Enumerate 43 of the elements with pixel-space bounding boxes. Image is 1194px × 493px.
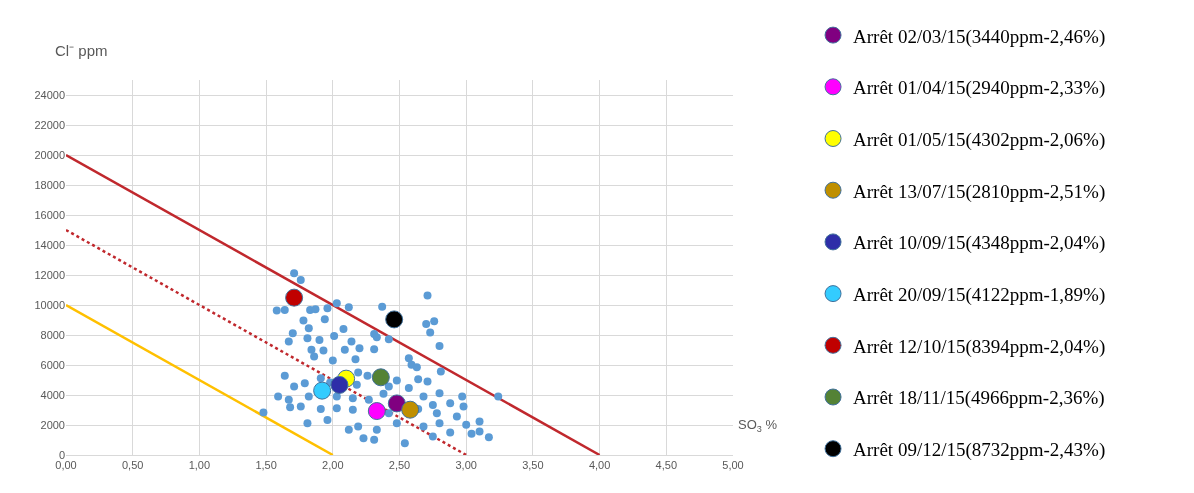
x-tick-label: 4,50 bbox=[655, 459, 678, 472]
legend-label: Arrêt 02/03/15(3440ppm-2,46%) bbox=[853, 25, 1106, 48]
x-tick-label: 0,00 bbox=[55, 459, 77, 472]
point bbox=[285, 288, 304, 307]
point bbox=[387, 394, 406, 413]
legend-label: Arrêt 20/09/15(4122ppm-1,89%) bbox=[853, 284, 1106, 307]
y-axis-title: Cl⁻ ppm bbox=[55, 42, 108, 59]
x-tick-label: 1,00 bbox=[188, 459, 211, 472]
legend-label: Arrêt 10/09/15(4348ppm-2,04%) bbox=[853, 232, 1106, 255]
y-tick-label: 10000 bbox=[34, 298, 65, 311]
y-tick-label: 24000 bbox=[34, 88, 65, 101]
y-tick-label: 0 bbox=[58, 448, 65, 461]
y-tick-label: 22000 bbox=[34, 118, 65, 131]
x-tick-label: 3,00 bbox=[455, 459, 477, 472]
y-tick-label: 20000 bbox=[34, 148, 65, 161]
x-tick-label: 4,00 bbox=[588, 459, 611, 472]
x-axis-title: SO$_{3}$ % bbox=[738, 417, 778, 434]
legend-label: Arrêt 18/11/15(4966ppm-2,36%) bbox=[853, 387, 1105, 410]
y-tick-label: 16000 bbox=[34, 208, 65, 221]
y-tick-label: 12000 bbox=[34, 268, 65, 281]
legend-label: Arrêt 01/04/15(2940ppm-2,33%) bbox=[853, 77, 1106, 100]
y-tick-label: 2000 bbox=[40, 418, 65, 431]
point bbox=[313, 381, 332, 400]
legend-label: Arrêt 01/05/15(4302ppm-2,06%) bbox=[853, 128, 1106, 151]
y-tick-label: 4000 bbox=[40, 388, 65, 401]
point bbox=[367, 402, 386, 421]
x-tick-label: 0,50 bbox=[121, 459, 144, 472]
legend-label: Arrêt 12/10/15(8394ppm-2,04%) bbox=[853, 335, 1106, 358]
x-tick-label: 3,50 bbox=[522, 459, 544, 472]
x-tick-label: 1,50 bbox=[255, 459, 277, 472]
point bbox=[371, 368, 390, 387]
point bbox=[330, 375, 349, 394]
point bbox=[401, 400, 420, 419]
legend-label: Arrêt 13/07/15(2810ppm-2,51%) bbox=[853, 180, 1106, 203]
y-tick-label: 8000 bbox=[40, 328, 65, 341]
y-tick-label: 6000 bbox=[40, 358, 65, 371]
legend-label: Arrêt 09/12/15(8732ppm-2,43%) bbox=[853, 439, 1106, 462]
x-tick-label: 5,00 bbox=[722, 459, 744, 472]
x-tick-label: 2,50 bbox=[388, 459, 411, 472]
point bbox=[385, 310, 404, 329]
y-tick-label: 18000 bbox=[34, 178, 65, 191]
y-tick-label: 14000 bbox=[34, 238, 65, 251]
x-tick-label: 2,00 bbox=[322, 459, 344, 472]
